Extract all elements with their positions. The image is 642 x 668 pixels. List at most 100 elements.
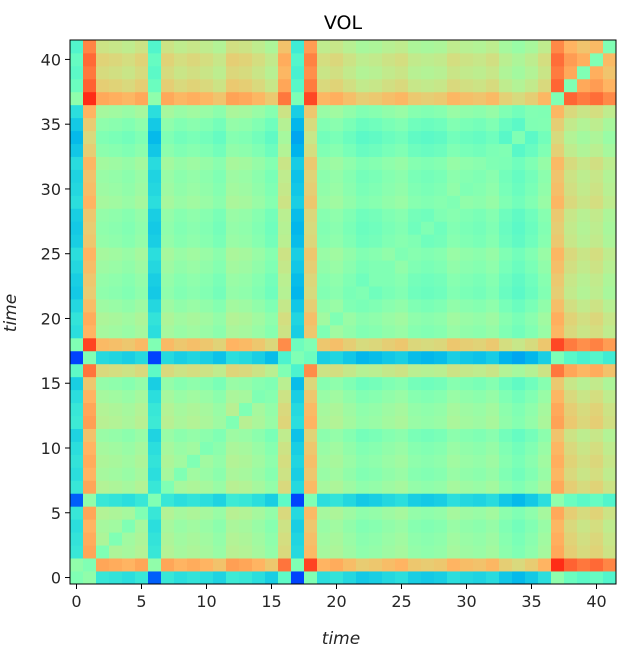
heatmap-cell: [213, 169, 227, 183]
heatmap-cell: [265, 506, 279, 520]
heatmap-cell: [460, 441, 474, 455]
heatmap-cell: [135, 286, 149, 300]
heatmap-cell: [473, 260, 487, 274]
heatmap-cell: [395, 441, 409, 455]
heatmap-cell: [421, 571, 435, 585]
heatmap-cell: [564, 389, 578, 404]
heatmap-cell: [317, 286, 331, 300]
heatmap-cell: [577, 52, 591, 67]
heatmap-cell: [538, 454, 552, 468]
heatmap-cell: [265, 234, 279, 248]
heatmap-cell: [109, 117, 123, 132]
heatmap-cell: [473, 156, 487, 170]
heatmap-cell: [499, 91, 513, 106]
heatmap-cell: [200, 52, 214, 67]
heatmap-cell: [590, 169, 604, 183]
heatmap-cell: [174, 558, 188, 572]
heatmap-cell: [122, 324, 136, 339]
heatmap-cell: [148, 571, 162, 585]
heatmap-cell: [356, 415, 370, 429]
heatmap-cell: [525, 286, 539, 300]
heatmap-cell: [460, 91, 474, 106]
heatmap-cell: [239, 441, 253, 455]
heatmap-cell: [239, 312, 253, 326]
heatmap-cell: [356, 221, 370, 235]
y-tick-label: 10: [41, 439, 61, 458]
heatmap-cell: [486, 208, 500, 222]
heatmap-cell: [96, 65, 110, 80]
heatmap-cell: [317, 117, 331, 132]
heatmap-cell: [200, 143, 214, 157]
heatmap-cell: [512, 324, 526, 339]
heatmap-cell: [265, 104, 279, 119]
heatmap-cell: [122, 208, 136, 222]
heatmap-cell: [447, 208, 461, 222]
heatmap-cell: [447, 545, 461, 559]
heatmap-cell: [486, 454, 500, 468]
heatmap-cell: [434, 299, 448, 313]
heatmap-cell: [590, 156, 604, 170]
heatmap-cell: [395, 104, 409, 119]
heatmap-cell: [343, 441, 357, 455]
heatmap-cell: [434, 143, 448, 157]
heatmap-cell: [330, 337, 344, 352]
heatmap-cell: [109, 182, 123, 196]
heatmap-cell: [83, 104, 97, 119]
heatmap-cell: [161, 532, 175, 546]
heatmap-cell: [564, 312, 578, 326]
heatmap-cell: [213, 519, 227, 533]
heatmap-cell: [226, 156, 240, 170]
heatmap-cell: [109, 221, 123, 235]
heatmap-cell: [603, 415, 617, 429]
heatmap-cell: [83, 156, 97, 170]
heatmap-cell: [187, 428, 201, 442]
heatmap-cell: [252, 441, 266, 455]
heatmap-cell: [408, 545, 422, 559]
heatmap-cell: [161, 324, 175, 339]
heatmap-cell: [239, 532, 253, 546]
heatmap-cell: [512, 519, 526, 533]
heatmap-cell: [486, 260, 500, 274]
heatmap-cell: [486, 182, 500, 196]
heatmap-cell: [317, 363, 331, 378]
heatmap-cell: [200, 195, 214, 209]
heatmap-cell: [499, 519, 513, 533]
heatmap-cell: [187, 441, 201, 455]
heatmap-cell: [460, 389, 474, 404]
heatmap-cell: [330, 260, 344, 274]
heatmap-cell: [486, 480, 500, 494]
heatmap-cell: [356, 441, 370, 455]
heatmap-cell: [421, 286, 435, 300]
heatmap-cell: [83, 480, 97, 494]
heatmap-cell: [161, 130, 175, 145]
heatmap-cell: [499, 363, 513, 378]
heatmap-cell: [525, 182, 539, 196]
y-tick-label: 5: [51, 504, 61, 523]
x-tick-label: 10: [196, 592, 216, 611]
heatmap-cell: [291, 467, 305, 481]
heatmap-cell: [213, 493, 227, 507]
heatmap-cell: [564, 415, 578, 429]
heatmap-cell: [343, 312, 357, 326]
heatmap-cell: [590, 519, 604, 533]
heatmap-cell: [200, 337, 214, 352]
heatmap-cell: [135, 519, 149, 533]
heatmap-cell: [512, 363, 526, 378]
heatmap-cell: [330, 234, 344, 248]
heatmap-cell: [174, 156, 188, 170]
heatmap-cell: [187, 415, 201, 429]
heatmap-cell: [148, 441, 162, 455]
heatmap-cell: [538, 519, 552, 533]
heatmap-cell: [538, 91, 552, 106]
x-tick-label: 35: [521, 592, 541, 611]
heatmap-cell: [291, 182, 305, 196]
heatmap-cell: [408, 260, 422, 274]
heatmap-cell: [122, 104, 136, 119]
heatmap-cell: [148, 195, 162, 209]
heatmap-cell: [330, 571, 344, 585]
heatmap-cell: [343, 428, 357, 442]
heatmap-cell: [356, 130, 370, 145]
heatmap-cell: [551, 117, 565, 132]
y-tick-label: 25: [41, 245, 61, 264]
heatmap-cell: [512, 337, 526, 352]
